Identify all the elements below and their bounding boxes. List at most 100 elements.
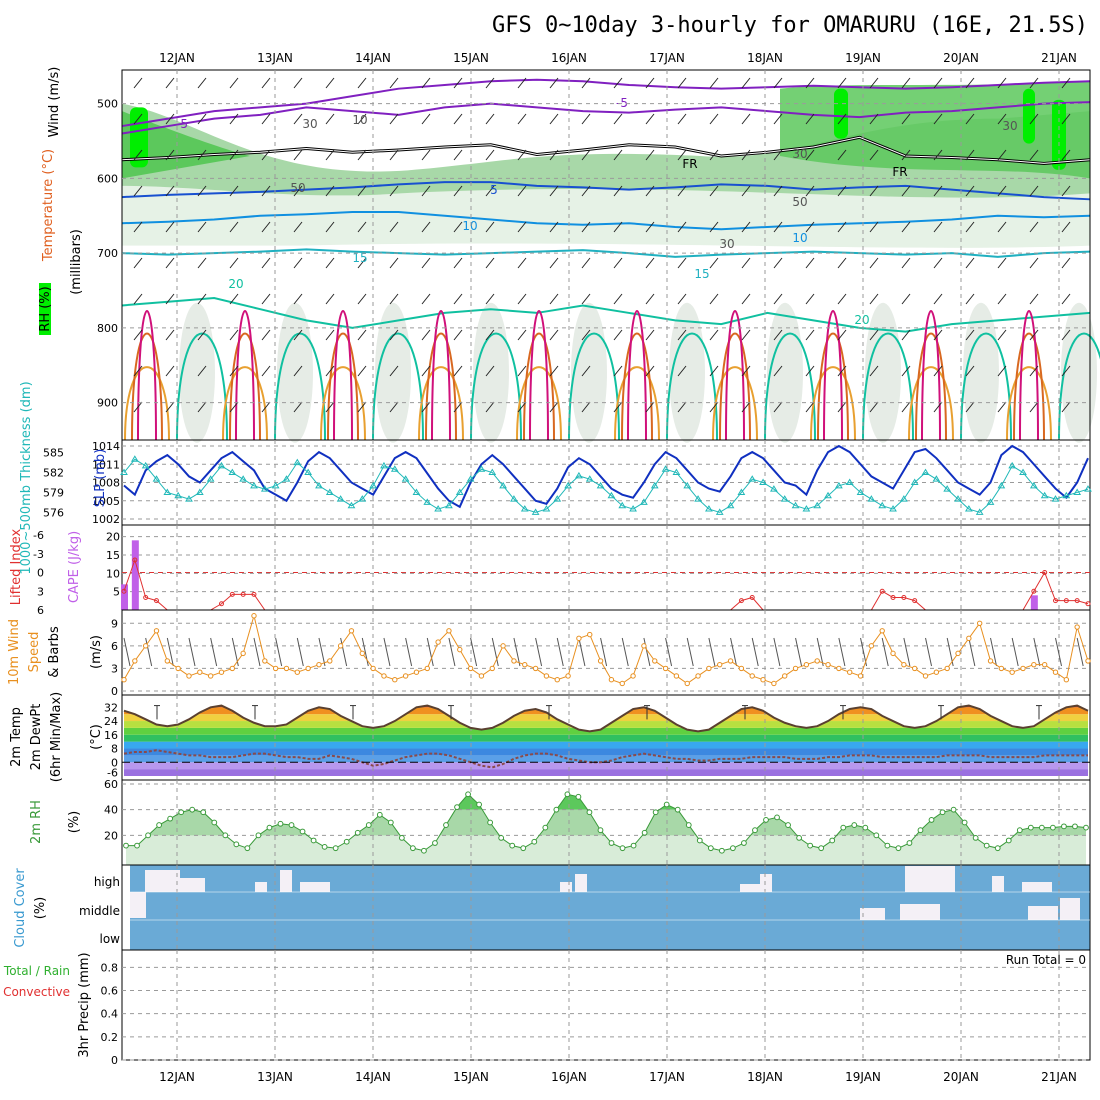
wind-barb — [421, 293, 431, 305]
wind-barb — [389, 149, 399, 161]
bottom-date-axis: 12JAN 13JAN 14JAN 15JAN 16JAN 17JAN 18JAN 19JAN… — [159, 1070, 1077, 1084]
thickness-marker — [1040, 491, 1049, 499]
wind-barb — [901, 113, 911, 125]
wind-barb — [197, 329, 207, 341]
temp-axis-label-a: 2m Temp — [9, 707, 24, 767]
wind-barb — [1061, 365, 1071, 377]
wind-speed-marker — [142, 643, 149, 649]
precip-tick: 0 — [111, 1054, 118, 1067]
wind-barb-10m — [491, 637, 499, 667]
temp-band — [124, 734, 1088, 742]
contour-label: 30 — [1002, 119, 1017, 133]
thick-tick: 576 — [43, 506, 64, 519]
li-marker — [1074, 598, 1080, 604]
wind-speed-marker — [836, 665, 842, 672]
date-label-bottom: 18JAN — [747, 1070, 783, 1084]
wind-barb — [133, 113, 143, 125]
wind-barb — [133, 77, 143, 89]
wind-barb — [261, 185, 271, 197]
wind-barb — [357, 293, 367, 305]
wind-barb — [133, 257, 143, 269]
rh-marker — [575, 793, 582, 800]
wind-barb — [1029, 113, 1039, 125]
y-tick-label: 600 — [97, 172, 118, 185]
wind-speed-marker — [283, 665, 290, 672]
wind-barb — [965, 221, 975, 233]
wind-barb — [933, 401, 943, 413]
cloud-clear-patch — [905, 866, 955, 892]
rh-marker — [807, 842, 814, 849]
thickness-marker — [152, 475, 161, 482]
cloud-level-label: low — [100, 932, 121, 946]
wind-barb — [645, 221, 655, 233]
wind-barb — [1029, 149, 1039, 161]
thickness-marker — [759, 478, 767, 485]
rh-marker — [1083, 824, 1089, 831]
wind-barb — [997, 185, 1007, 197]
wind-barb — [709, 77, 719, 89]
thickness-marker — [585, 475, 594, 482]
wind-barb — [229, 401, 239, 413]
wind-barb-10m — [686, 637, 694, 667]
wind-speed-marker — [998, 665, 1005, 672]
slp-line — [123, 444, 1089, 509]
thickness-marker — [813, 501, 822, 509]
li-marker — [1085, 601, 1091, 607]
wind-barb-10m — [990, 637, 998, 667]
wind-barb — [1029, 257, 1039, 269]
wind-barb-10m — [1076, 637, 1084, 667]
wind-axis-label-c: & Barbs — [47, 626, 62, 678]
wind-barb — [293, 293, 303, 305]
wind-barb — [325, 401, 335, 413]
wind-speed-marker — [207, 673, 214, 679]
wind-barb — [197, 113, 207, 125]
wind-barb — [901, 221, 911, 233]
thickness-marker — [455, 488, 464, 495]
panel-frame — [121, 524, 1091, 611]
wind-speed-marker — [229, 665, 236, 672]
wind-barb — [613, 293, 623, 305]
wind-speed-marker — [771, 680, 777, 687]
wind-barb — [485, 149, 495, 161]
wind-speed-marker — [966, 635, 972, 642]
wind-barb — [485, 185, 495, 197]
rh-diurnal-cell — [767, 302, 803, 443]
cape-li-panel: 5 10 15 20 -6 -3 0 3 6 Lifted Index CAPE (J/kg) — [9, 524, 1091, 617]
rh-diurnal-cell — [1061, 302, 1097, 443]
rh-marker — [763, 817, 769, 823]
wind-speed-marker — [272, 665, 279, 672]
thickness-marker — [683, 481, 692, 489]
thickness-marker — [553, 495, 562, 502]
rh-marker — [917, 827, 924, 834]
wind-speed-marker — [478, 673, 485, 679]
wind-barb — [229, 329, 239, 341]
rh-marker — [509, 842, 516, 849]
rh-marker — [244, 845, 251, 852]
wind-barb-10m — [621, 637, 629, 667]
wind-barb — [261, 401, 271, 413]
wind-barb — [549, 221, 559, 233]
isotherm-20-loop — [862, 332, 914, 441]
cloud-clear-patch — [255, 882, 267, 892]
wind-barb — [869, 401, 879, 413]
wind-barb — [421, 185, 431, 197]
wind-barb-10m — [708, 637, 716, 667]
wind-barb — [421, 113, 431, 125]
wind-barb — [1061, 257, 1071, 269]
wind-barb — [453, 185, 463, 197]
thickness-marker — [120, 468, 128, 476]
wind-barb — [965, 293, 975, 305]
wind-barb-10m — [556, 637, 564, 667]
precip-tick: 0.2 — [101, 1031, 119, 1044]
thickness-marker — [315, 481, 323, 489]
contour-label: 30 — [792, 147, 807, 161]
thickness-marker — [575, 471, 583, 479]
thickness-marker — [325, 488, 334, 495]
wind-speed-marker — [337, 643, 344, 649]
wind-barb — [197, 221, 207, 233]
wind-barb — [389, 293, 399, 305]
cloud-clear-patch — [300, 882, 330, 892]
rh-marker — [1038, 824, 1045, 831]
wind-barb-10m — [210, 637, 218, 667]
thickness-marker — [466, 475, 475, 482]
